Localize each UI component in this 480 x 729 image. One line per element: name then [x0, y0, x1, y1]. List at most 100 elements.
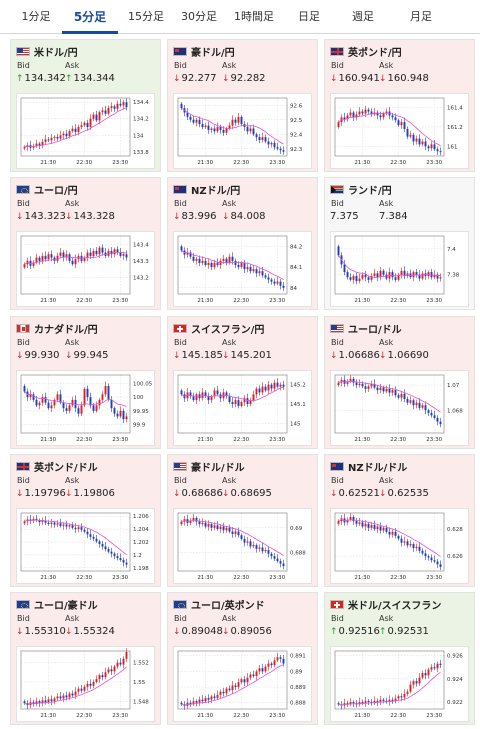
currency-pair-title[interactable]: ユーロ/ドル	[330, 321, 402, 336]
currency-card[interactable]: 英ポンド/円 Bid Ask ↓160.941 ↓160.948 161.4 161.2 16…	[324, 39, 475, 172]
candle-body	[427, 410, 430, 413]
candlestick-chart[interactable]: 1.07 1.068 21:30 22:30 23:30	[330, 370, 469, 446]
candle-body	[68, 131, 71, 137]
y-tick-label: 0.891	[290, 654, 306, 660]
currency-pair-title[interactable]: ランド/円	[330, 182, 392, 197]
currency-pair-name[interactable]: NZドル/ドル	[348, 462, 408, 474]
candle-body	[400, 393, 403, 398]
currency-pair-title[interactable]: 豪ドル/円	[173, 44, 235, 59]
ask-price: 143.328	[73, 211, 115, 222]
tab-15min[interactable]: 15分足	[128, 10, 164, 23]
currency-card[interactable]: ユーロ/円 Bid Ask ↓143.323 ↓143.328 143.4 143.3 143…	[10, 177, 161, 310]
candlestick-chart[interactable]: 0.891 0.89 0.889 0.888 21:30 22:30 23:30	[173, 646, 312, 722]
currency-pair-title[interactable]: 豪ドル/ドル	[173, 459, 245, 474]
candle-body	[104, 110, 107, 114]
candle-body	[261, 137, 264, 141]
candle-body	[391, 390, 394, 393]
currency-card[interactable]: 豪ドル/ドル Bid Ask ↓0.68686 ↓0.68695 0.69 0.688 21:…	[167, 454, 318, 587]
candlestick-chart[interactable]: 92.6 92.5 92.4 92.3 21:30 22:30 23:30	[173, 93, 312, 169]
currency-pair-name[interactable]: NZドル/円	[191, 185, 241, 197]
candle-body	[370, 275, 373, 280]
candlestick-chart[interactable]: 0.69 0.688 21:30 22:30 23:30	[173, 508, 312, 584]
candle-body	[394, 277, 397, 280]
currency-pair-name[interactable]: 英ポンド/ドル	[34, 462, 98, 474]
currency-pair-title[interactable]: NZドル/円	[173, 182, 241, 197]
currency-pair-title[interactable]: 米ドル/スイスフラン	[330, 597, 442, 612]
currency-card[interactable]: 米ドル/円 Bid Ask ↑134.342 ↑134.344 134.4 134.2 134…	[10, 39, 161, 172]
candlestick-chart[interactable]: 1.552 1.55 1.548 21:30 22:30 23:30	[16, 646, 155, 722]
candle-body	[38, 143, 41, 146]
currency-pair-name[interactable]: ユーロ/豪ドル	[34, 600, 98, 612]
chart-svg: 0.69 0.688 21:30 22:30 23:30	[177, 512, 306, 581]
currency-pair-title[interactable]: カナダドル/円	[16, 321, 98, 336]
candlestick-chart[interactable]: 0.926 0.924 0.922 21:30 22:30 23:30	[330, 646, 469, 722]
currency-card[interactable]: ユーロ/ドル Bid Ask ↓1.06686 ↓1.06690 1.07 1.068 21:…	[324, 316, 475, 449]
plot-frame	[334, 97, 445, 157]
currency-card[interactable]: ユーロ/豪ドル Bid Ask ↓1.55310 ↓1.55324 1.552 1.55 1.…	[10, 592, 161, 725]
currency-card[interactable]: カナダドル/円 Bid Ask ↓99.930 ↓99.945 100.05 100 99.9…	[10, 316, 161, 449]
currency-pair-name[interactable]: ランド/円	[348, 185, 392, 197]
currency-pair-name[interactable]: 豪ドル/ドル	[191, 462, 245, 474]
currency-pair-name[interactable]: 豪ドル/円	[191, 47, 235, 59]
x-tick-label: 23:30	[426, 713, 442, 719]
currency-pair-name[interactable]: ユーロ/ドル	[348, 324, 402, 336]
tab-1min[interactable]: 1分足	[21, 10, 51, 23]
candle-body	[189, 392, 192, 397]
candle-body	[125, 651, 128, 659]
currency-pair-title[interactable]: 英ポンド/円	[330, 44, 402, 59]
currency-pair-title[interactable]: ユーロ/英ポンド	[173, 597, 265, 612]
currency-pair-title[interactable]: ユーロ/円	[16, 182, 78, 197]
currency-pair-title[interactable]: NZドル/ドル	[330, 459, 408, 474]
currency-pair-name[interactable]: 米ドル/スイスフラン	[348, 600, 442, 612]
currency-card[interactable]: NZドル/ドル Bid Ask ↓0.62521 ↓0.62535 0.628 0.626 2…	[324, 454, 475, 587]
currency-pair-name[interactable]: 米ドル/円	[34, 47, 78, 59]
currency-card[interactable]: ランド/円 Bid Ask 7.375 7.384 7.4 7.38 21:30 22:30 23…	[324, 177, 475, 310]
ask-label: Ask	[222, 614, 237, 623]
candle-body	[346, 381, 349, 384]
tab-1hour[interactable]: 1時間足	[234, 10, 274, 23]
candle-body	[373, 700, 376, 704]
currency-pair-name[interactable]: ユーロ/円	[34, 185, 78, 197]
candle-body	[388, 699, 391, 703]
candle-body	[433, 667, 436, 669]
chart-svg: 100.05 100 99.95 99.9 21:30 22:30 23:30	[20, 374, 153, 443]
candlestick-chart[interactable]: 134.4 134.2 134 133.8 21:30 22:30 23:30	[16, 93, 155, 169]
candlestick-chart[interactable]: 1.206 1.204 1.202 1.2 1.198 21:30 22:30 23:30	[16, 508, 155, 584]
currency-card[interactable]: ユーロ/英ポンド Bid Ask ↓0.89048 ↓0.89056 0.891 0.89 0…	[167, 592, 318, 725]
candle-body	[282, 563, 285, 567]
currency-card[interactable]: 豪ドル/円 Bid Ask ↓92.277 ↓92.282 92.6 92.5 92.4 92.…	[167, 39, 318, 172]
tab-5min[interactable]: 5分足	[62, 0, 118, 34]
candle-body	[122, 410, 125, 420]
candlestick-chart[interactable]: 100.05 100 99.95 99.9 21:30 22:30 23:30	[16, 370, 155, 446]
currency-pair-title[interactable]: 米ドル/円	[16, 44, 78, 59]
tab-daily[interactable]: 日足	[298, 10, 320, 23]
currency-pair-title[interactable]: 英ポンド/ドル	[16, 459, 98, 474]
currency-pair-name[interactable]: カナダドル/円	[34, 324, 98, 336]
y-tick-label: 1.552	[133, 661, 149, 667]
currency-pair-name[interactable]: ユーロ/英ポンド	[191, 600, 265, 612]
tab-30min[interactable]: 30分足	[181, 10, 217, 23]
currency-card[interactable]: スイスフラン/円 Bid Ask ↓145.185 ↓145.201 145.2 145.1…	[167, 316, 318, 449]
tab-monthly[interactable]: 月足	[410, 10, 432, 23]
currency-card[interactable]: 英ポンド/ドル Bid Ask ↓1.19796 ↓1.19806 1.206 1.204 1…	[10, 454, 161, 587]
currency-card[interactable]: 米ドル/スイスフラン Bid Ask ↑0.92516 ↑0.92531 0.926 0.9…	[324, 592, 475, 725]
currency-pair-title[interactable]: スイスフラン/円	[173, 321, 265, 336]
candle-body	[231, 256, 234, 261]
ask-price: 99.945	[73, 350, 109, 361]
candle-body	[98, 247, 101, 255]
candlestick-chart[interactable]: 84.2 84.1 84 21:30 22:30 23:30	[173, 231, 312, 307]
currency-card[interactable]: NZドル/円 Bid Ask ↓83.996 ↓84.008 84.2 84.1 84 21:3…	[167, 177, 318, 310]
down-arrow-icon: ↓	[330, 489, 338, 499]
tab-weekly[interactable]: 週足	[352, 10, 374, 23]
candlestick-chart[interactable]: 0.628 0.626 21:30 22:30 23:30	[330, 508, 469, 584]
candlestick-chart[interactable]: 7.4 7.38 21:30 22:30 23:30	[330, 231, 469, 307]
candlestick-chart[interactable]: 145.2 145.1 145 21:30 22:30 23:30	[173, 370, 312, 446]
currency-pair-name[interactable]: スイスフラン/円	[191, 324, 265, 336]
candle-body	[125, 254, 128, 258]
currency-pair-title[interactable]: ユーロ/豪ドル	[16, 597, 98, 612]
candlestick-chart[interactable]: 161.4 161.2 161 21:30 22:30 23:30	[330, 93, 469, 169]
candlestick-chart[interactable]: 143.4 143.3 143.2 21:30 22:30 23:30	[16, 231, 155, 307]
currency-pair-name[interactable]: 英ポンド/円	[348, 47, 402, 59]
candle-body	[273, 382, 276, 389]
bid-value: ↓0.68686	[173, 488, 223, 499]
